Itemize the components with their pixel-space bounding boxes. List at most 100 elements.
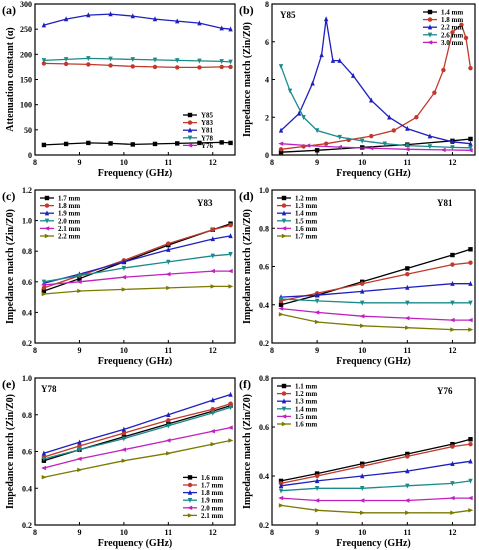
data-point — [336, 144, 342, 150]
data-point — [130, 57, 135, 63]
x-tick-label: 10 — [358, 158, 366, 167]
series-Y81 — [41, 11, 233, 32]
x-axis-label: Frequency (GHz) — [336, 168, 411, 179]
series-line — [43, 253, 231, 283]
data-point — [382, 141, 387, 147]
y-tick-label: 1.0 — [259, 186, 269, 195]
y-tick-label: 8 — [265, 0, 269, 9]
legend-entry: 1.6 mm — [201, 474, 223, 482]
data-point — [314, 473, 320, 479]
legend-entry: 2.1 mm — [58, 225, 80, 233]
data-point — [468, 441, 473, 447]
data-point — [228, 26, 233, 32]
data-point — [314, 319, 320, 325]
series-line — [43, 393, 231, 454]
data-point — [77, 276, 82, 281]
sample-label: Y85 — [280, 10, 296, 20]
y-axis-label: Impedance match (Zin/Z0) — [5, 209, 16, 324]
data-point — [210, 253, 215, 259]
data-point — [228, 391, 233, 397]
data-point — [360, 138, 365, 144]
x-tick-label: 9 — [77, 158, 81, 167]
series-line — [280, 504, 471, 514]
data-point — [63, 57, 69, 63]
series-Y78 — [41, 56, 233, 65]
series-line — [280, 438, 471, 482]
data-point — [228, 401, 233, 406]
data-point — [450, 252, 455, 258]
data-point — [359, 314, 365, 319]
legend-entry: Y76 — [201, 142, 214, 150]
data-point — [121, 265, 127, 271]
series-line — [280, 497, 471, 502]
panel-0: 8 9 10 11 12 0 50 100 150 200 250 300 Frequency (GHz… — [2, 0, 236, 179]
data-point — [305, 143, 311, 148]
y-tick-label: 0.8 — [22, 247, 32, 256]
data-point — [175, 65, 180, 70]
x-tick-label: 8 — [33, 528, 37, 537]
series-1.8 mm — [278, 22, 473, 152]
series-line — [280, 262, 471, 302]
series-line — [43, 426, 231, 469]
legend-marker — [44, 203, 50, 208]
data-point — [405, 271, 410, 277]
series-line — [280, 460, 471, 487]
data-point — [41, 450, 47, 456]
data-point — [337, 57, 342, 63]
data-point — [450, 300, 455, 306]
data-point — [301, 115, 306, 121]
data-point — [152, 57, 158, 63]
legend: 1.6 mm1.7 mm1.8 mm1.9 mm2.0 mm2.1 mm — [183, 474, 223, 520]
legend-marker — [281, 421, 287, 427]
panel-3: 8 9 10 11 12 0.2 0.4 0.6 0.8 1.0 Frequency (GHz) Im… — [239, 186, 476, 367]
data-point — [209, 268, 215, 274]
data-point — [165, 438, 171, 443]
data-point — [86, 140, 91, 146]
sample-label: Y83 — [197, 198, 213, 208]
legend-marker — [187, 513, 193, 518]
data-point — [41, 282, 47, 288]
data-point — [228, 59, 233, 65]
y-tick-label: 250 — [20, 25, 32, 34]
data-point — [360, 288, 365, 294]
data-point — [450, 145, 455, 151]
data-point — [296, 110, 302, 116]
legend-marker — [427, 24, 433, 30]
data-point — [228, 222, 233, 228]
data-point — [210, 397, 215, 403]
legend-marker — [281, 383, 287, 389]
x-tick-label: 9 — [315, 158, 319, 167]
data-point — [130, 142, 135, 147]
legend-entry: 1.6 mm — [295, 225, 317, 233]
data-point — [166, 259, 171, 265]
y-tick-label: 200 — [20, 50, 32, 59]
data-point — [166, 423, 171, 429]
legend-marker — [187, 143, 193, 148]
series-1.5 mm — [278, 495, 473, 503]
x-tick-label: 9 — [315, 528, 319, 537]
sample-label: Y76 — [437, 386, 453, 396]
series-line — [43, 235, 231, 284]
data-point — [228, 233, 233, 239]
legend-marker — [44, 195, 50, 201]
data-point — [63, 61, 69, 67]
legend-entry: 1.2 mm — [295, 390, 317, 398]
x-tick-label: 8 — [33, 158, 37, 167]
data-point — [166, 418, 171, 423]
panel-label: (d) — [239, 189, 254, 203]
data-point — [77, 273, 82, 279]
y-tick-label: 150 — [20, 76, 32, 85]
legend-marker — [281, 414, 287, 419]
legend-entry: Y78 — [201, 134, 214, 142]
data-point — [77, 467, 83, 473]
series-2.0 mm — [41, 252, 233, 285]
data-point — [468, 140, 473, 146]
y-tick-label: 0.6 — [22, 278, 32, 287]
series-line — [280, 313, 471, 331]
data-point — [369, 133, 374, 139]
series-1.4 mm — [278, 478, 473, 494]
data-point — [467, 317, 473, 323]
y-tick-label: 0.8 — [22, 411, 32, 420]
series-2.6 mm — [278, 64, 473, 151]
legend-marker — [187, 489, 193, 495]
